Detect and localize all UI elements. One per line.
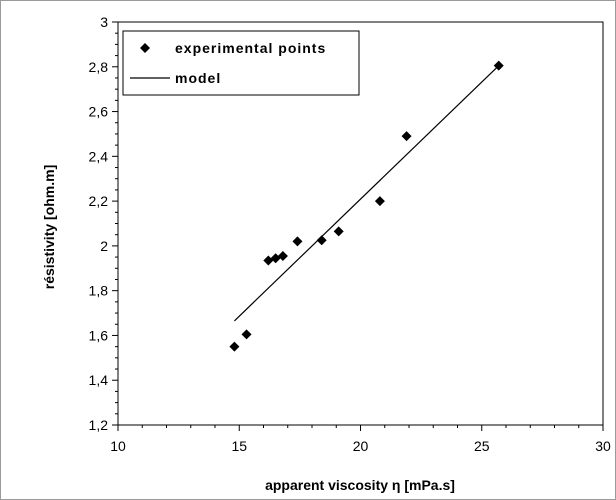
y-tick-label: 2,8 xyxy=(89,59,109,75)
data-point xyxy=(292,236,303,247)
data-point xyxy=(229,341,240,352)
y-tick-label: 2 xyxy=(100,238,108,254)
y-tick-labels: 1,2 1,4 1,6 1,8 2 2,2 2,4 2,6 2,8 3 xyxy=(89,14,109,433)
experimental-points-series xyxy=(229,60,504,352)
y-tick-label: 1,2 xyxy=(89,417,109,433)
legend-label-model: model xyxy=(175,70,221,86)
data-point xyxy=(333,226,344,237)
y-tick-label: 1,4 xyxy=(89,372,109,388)
x-tick-label: 15 xyxy=(231,438,247,454)
data-point xyxy=(374,196,385,207)
y-tick-label: 1,6 xyxy=(89,327,109,343)
x-tick-labels: 10 15 20 25 30 xyxy=(110,438,611,454)
legend: experimental points model xyxy=(122,30,360,96)
legend-box xyxy=(122,30,360,96)
data-point xyxy=(241,329,252,340)
data-point xyxy=(270,253,281,264)
y-tick-label: 2,6 xyxy=(89,104,109,120)
y-tick-label: 2,4 xyxy=(89,148,109,164)
x-tick-label: 25 xyxy=(474,438,490,454)
y-tick-label: 1,8 xyxy=(89,283,109,299)
data-point xyxy=(277,250,288,261)
data-point xyxy=(493,60,504,71)
x-tick-label: 30 xyxy=(595,438,611,454)
legend-label-experimental-points: experimental points xyxy=(175,40,326,56)
y-tick-label: 2,2 xyxy=(89,193,109,209)
x-tick-label: 20 xyxy=(353,438,369,454)
y-tick-label: 3 xyxy=(100,14,108,30)
model-series xyxy=(233,65,500,322)
axes xyxy=(112,21,604,431)
x-axis-label: apparent viscosity η [mPa.s] xyxy=(265,477,455,493)
legend-diamond-icon xyxy=(140,43,150,53)
data-point xyxy=(401,131,412,142)
x-tick-label: 10 xyxy=(110,438,126,454)
model-line xyxy=(233,65,500,322)
data-point xyxy=(263,255,274,266)
y-axis-label: résistivity [ohm.m] xyxy=(41,165,57,289)
data-point xyxy=(316,235,327,246)
